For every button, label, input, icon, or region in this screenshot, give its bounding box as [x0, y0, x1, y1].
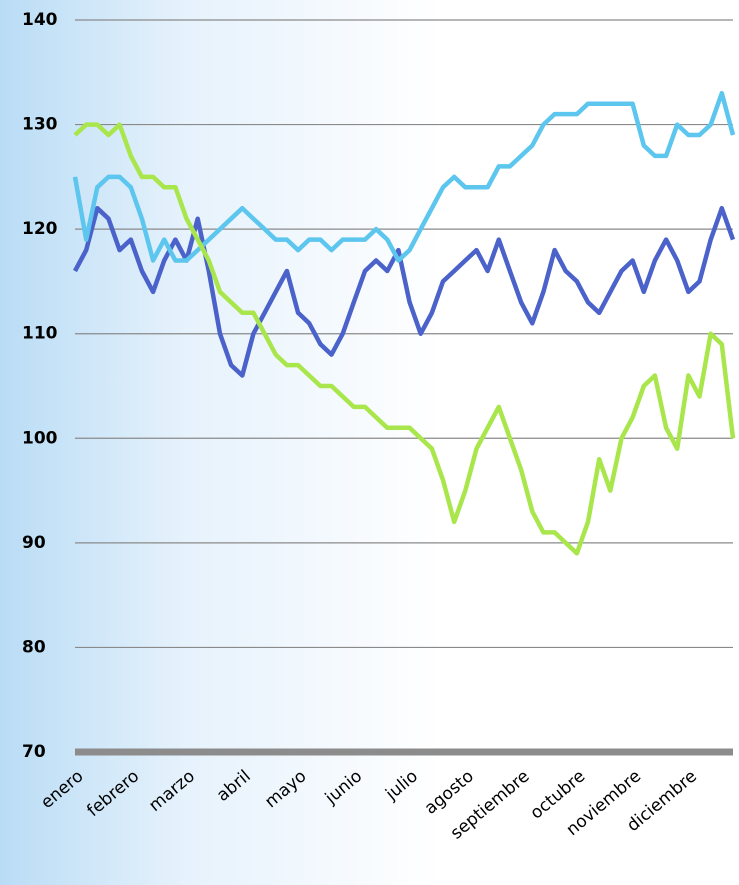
y-tick-label: 110	[22, 324, 58, 344]
line-series	[73, 205, 736, 378]
y-tick-label: 90	[22, 533, 46, 553]
y-tick-label: 140	[22, 10, 58, 30]
y-tick-label: 120	[22, 219, 58, 239]
line-series	[73, 122, 736, 556]
y-tick-label: 130	[22, 115, 58, 135]
x-tick-label: abril	[213, 766, 255, 806]
x-tick-label: marzo	[145, 766, 199, 816]
x-tick-label: julio	[381, 766, 422, 805]
y-tick-label: 80	[22, 637, 46, 657]
y-tick-label: 100	[22, 428, 58, 448]
y-tick-label: 70	[22, 742, 46, 762]
x-tick-label: mayo	[261, 766, 310, 812]
line-series	[72, 90, 736, 263]
x-tick-label: febrero	[83, 766, 143, 821]
x-tick-label: enero	[37, 766, 87, 813]
x-tick-label: junio	[321, 766, 366, 809]
